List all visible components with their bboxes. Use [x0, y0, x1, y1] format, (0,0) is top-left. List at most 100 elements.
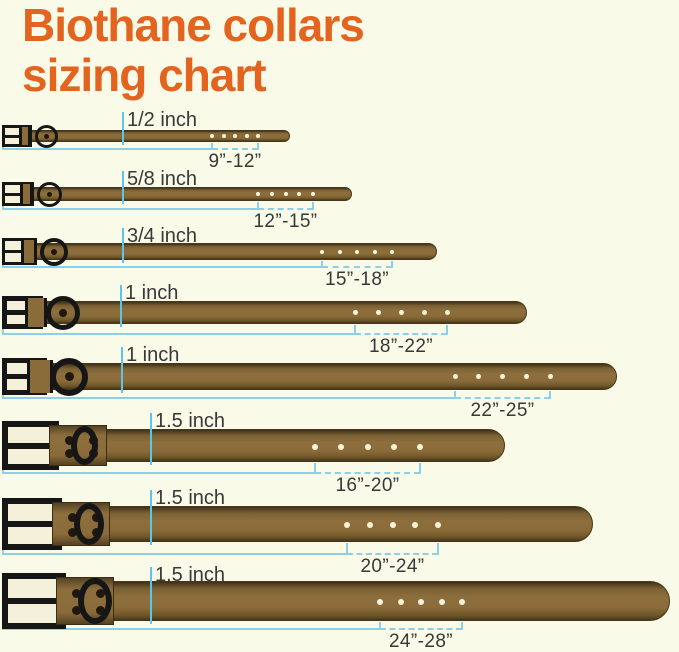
adjustment-hole [476, 374, 482, 379]
d-ring [71, 426, 98, 465]
strap-keeper [25, 298, 47, 327]
width-label: 1 inch [126, 344, 180, 366]
size-range-label: 15”-18” [324, 269, 390, 290]
adjustment-hole [312, 443, 318, 450]
o-ring [46, 295, 80, 330]
adjustment-hole [390, 443, 397, 450]
bracket-tick [314, 463, 316, 474]
adjustment-hole [397, 599, 404, 605]
adjustment-hole [390, 249, 394, 254]
width-label: 1.5 inch [155, 410, 226, 432]
adjustment-hole [547, 374, 553, 379]
adjustment-hole [283, 192, 288, 196]
size-range-label: 16”-20” [335, 475, 400, 496]
adjustment-hole [256, 134, 260, 138]
adjustment-hole [421, 310, 427, 315]
collar-strip [3, 243, 437, 260]
buckle-center-bar [7, 374, 42, 379]
bracket-line-dashed [322, 266, 392, 268]
buckle-center-bar [5, 134, 29, 138]
adjustment-hole [417, 443, 423, 450]
adjustment-hole [452, 374, 458, 379]
adjustment-hole [297, 192, 302, 196]
adjustment-hole [311, 192, 315, 196]
rivet [68, 513, 77, 523]
bracket-tick [446, 325, 448, 335]
bracket-tick [549, 391, 551, 399]
bracket-tick [461, 622, 463, 630]
bracket-line-dashed [258, 208, 313, 210]
adjustment-hole [352, 310, 358, 315]
size-range-label: 20”-24” [360, 556, 425, 577]
bracket-line-dashed [347, 553, 438, 555]
adjustment-hole [338, 443, 345, 450]
bracket-tick [454, 391, 456, 399]
adjustment-hole [320, 249, 324, 254]
size-range-label: 12”-15” [253, 211, 318, 232]
adjustment-hole [366, 522, 373, 528]
bracket-line-solid [2, 397, 455, 399]
strap-keeper [19, 127, 31, 145]
collar-strip [3, 581, 670, 621]
adjustment-hole [372, 249, 377, 254]
bracket-line-solid [2, 208, 258, 210]
width-tick-line [122, 112, 124, 145]
width-tick-line [120, 285, 122, 327]
rivet [59, 308, 67, 317]
adjustment-hole [523, 374, 529, 379]
rivet [47, 191, 52, 197]
bracket-tick [257, 143, 259, 150]
rivet [72, 589, 81, 598]
bracket-line-solid [2, 472, 315, 474]
bracket-line-dashed [212, 148, 258, 150]
bracket-tick [391, 261, 393, 268]
buckle-center-bar [5, 192, 31, 196]
strap-keeper [20, 184, 33, 204]
width-label: 1.5 inch [155, 564, 226, 586]
rivet [72, 605, 81, 615]
width-tick-line [121, 347, 123, 393]
adjustment-hole [398, 310, 404, 315]
rivet [65, 435, 74, 445]
bracket-line-dashed [315, 472, 420, 474]
bracket-line-dashed [455, 397, 550, 399]
size-range-label: 22”-25” [470, 400, 535, 421]
bracket-line-solid [2, 553, 347, 555]
collar-strip [3, 363, 617, 390]
width-label: 3/4 inch [127, 225, 198, 247]
width-label: 1/2 inch [127, 109, 198, 131]
adjustment-hole [500, 374, 505, 379]
width-label: 5/8 inch [127, 168, 198, 190]
bracket-tick [257, 202, 259, 210]
o-ring [40, 237, 68, 266]
width-tick-line [150, 413, 152, 465]
bracket-tick [346, 543, 348, 555]
width-label: 1 inch [125, 282, 179, 304]
adjustment-hole [418, 599, 424, 605]
adjustment-hole [244, 134, 249, 138]
bracket-tick [312, 202, 314, 210]
size-range-label: 24”-28” [388, 631, 454, 652]
bracket-tick [354, 325, 356, 335]
buckle-center-bar [5, 250, 34, 253]
adjustment-hole [377, 599, 383, 605]
rivet [44, 133, 49, 139]
adjustment-hole [412, 522, 419, 528]
bracket-line-solid [2, 628, 380, 630]
page-title-line2: sizing chart [22, 49, 267, 101]
adjustment-hole [344, 522, 350, 528]
rivet [51, 248, 57, 255]
o-ring [50, 357, 88, 396]
width-label: 1.5 inch [155, 487, 226, 509]
width-tick-line [150, 490, 152, 545]
adjustment-hole [389, 522, 396, 528]
adjustment-hole [375, 310, 381, 315]
adjustment-hole [444, 310, 450, 315]
buckle-center-bar [8, 598, 60, 604]
bracket-tick [321, 261, 323, 268]
size-range-label: 18”-22” [368, 336, 434, 357]
width-tick-line [122, 171, 124, 204]
adjustment-hole [337, 249, 342, 254]
bracket-tick [379, 622, 381, 630]
